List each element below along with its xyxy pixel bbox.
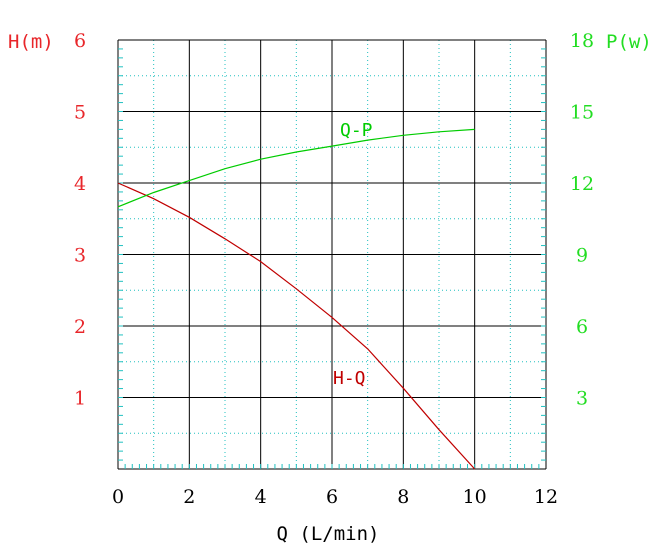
x-axis-label: Q (L/min) xyxy=(277,523,380,545)
curves xyxy=(117,128,476,470)
y-left-tick-label: 2 xyxy=(74,316,86,338)
y-right-tick-label: 12 xyxy=(570,173,594,195)
y-right-tick-label: 15 xyxy=(570,102,594,124)
axis-tick-marks xyxy=(118,48,546,469)
x-tick-label: 8 xyxy=(397,486,409,508)
x-tick-label: 0 xyxy=(112,486,124,508)
y-left-tick-label: 4 xyxy=(74,173,86,195)
x-tick-label: 4 xyxy=(255,486,267,508)
major-grid xyxy=(117,39,547,470)
y-right-tick-label: 3 xyxy=(576,388,588,410)
series-line-h-q xyxy=(117,182,476,470)
x-tick-label: 10 xyxy=(463,486,487,508)
y-axis-left-label: H(m) xyxy=(8,31,54,53)
y-right-tick-label: 18 xyxy=(570,30,594,52)
x-tick-label: 2 xyxy=(183,486,195,508)
x-tick-label: 12 xyxy=(534,486,558,508)
y-right-tick-label: 9 xyxy=(576,245,588,267)
y-right-tick-label: 6 xyxy=(576,316,588,338)
series-label-q-p: Q-P xyxy=(340,120,373,141)
x-tick-label: 6 xyxy=(326,486,338,508)
series-line-q-p xyxy=(117,128,475,208)
y-left-tick-label: 5 xyxy=(74,102,86,124)
series-label-h-q: H-Q xyxy=(333,368,366,389)
y-left-tick-label: 3 xyxy=(74,245,86,267)
y-left-tick-label: 1 xyxy=(74,388,86,410)
y-left-tick-label: 6 xyxy=(74,30,86,52)
y-axis-right-label: P(w) xyxy=(606,31,652,53)
